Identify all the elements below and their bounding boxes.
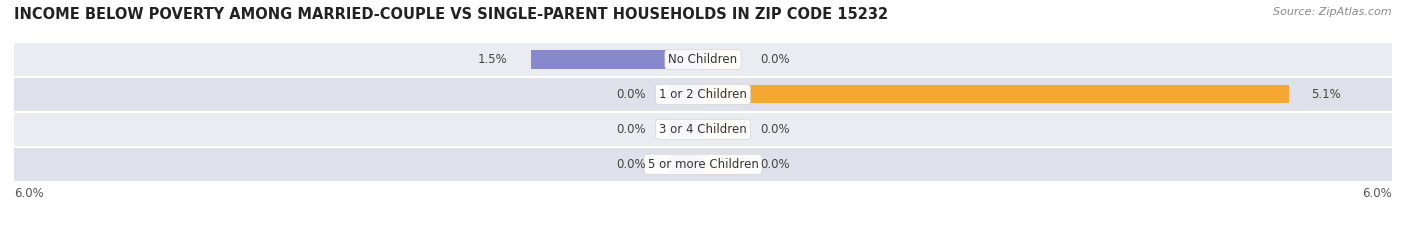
Bar <box>703 50 738 69</box>
Bar <box>703 120 738 138</box>
Legend: Married Couples, Single Parents: Married Couples, Single Parents <box>568 229 838 233</box>
Text: 0.0%: 0.0% <box>616 88 645 101</box>
Text: 3 or 4 Children: 3 or 4 Children <box>659 123 747 136</box>
Bar <box>703 85 1288 103</box>
Bar <box>531 50 703 69</box>
Text: 0.0%: 0.0% <box>616 123 645 136</box>
Bar <box>14 112 1392 147</box>
Bar <box>669 85 703 103</box>
Bar <box>703 155 738 173</box>
Text: INCOME BELOW POVERTY AMONG MARRIED-COUPLE VS SINGLE-PARENT HOUSEHOLDS IN ZIP COD: INCOME BELOW POVERTY AMONG MARRIED-COUPL… <box>14 7 889 22</box>
Text: 0.0%: 0.0% <box>761 158 790 171</box>
Text: 5 or more Children: 5 or more Children <box>648 158 758 171</box>
Text: 0.0%: 0.0% <box>761 123 790 136</box>
Bar <box>14 42 1392 77</box>
Text: 5.1%: 5.1% <box>1312 88 1341 101</box>
Bar <box>14 77 1392 112</box>
Bar <box>669 120 703 138</box>
Text: 1.5%: 1.5% <box>478 53 508 66</box>
Bar <box>14 147 1392 182</box>
Text: 0.0%: 0.0% <box>616 158 645 171</box>
Text: No Children: No Children <box>668 53 738 66</box>
Text: 1 or 2 Children: 1 or 2 Children <box>659 88 747 101</box>
Text: 6.0%: 6.0% <box>1362 187 1392 200</box>
Text: 0.0%: 0.0% <box>761 53 790 66</box>
Text: Source: ZipAtlas.com: Source: ZipAtlas.com <box>1274 7 1392 17</box>
Text: 6.0%: 6.0% <box>14 187 44 200</box>
Bar <box>669 155 703 173</box>
